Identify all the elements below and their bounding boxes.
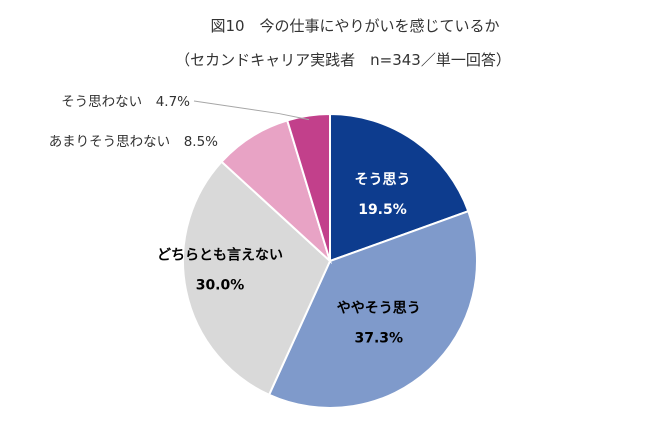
- pie-slice: [285, 112, 331, 262]
- slice-value-label: 8.5%: [184, 134, 218, 150]
- slice-value-label: 30.0%: [196, 278, 245, 294]
- chart-subtitle: （セカンドキャリア実践者 n=343／単一回答）: [175, 51, 511, 69]
- slice-outside-label: あまりそう思わない 8.5%: [49, 134, 218, 150]
- slice-category-label: あまりそう思わない: [49, 134, 184, 150]
- chart-title: 図10 今の仕事にやりがいを感じているか: [210, 17, 499, 35]
- pie-slice: [329, 112, 470, 263]
- slice-value-label: 37.3%: [355, 331, 404, 347]
- pie-slices: [182, 112, 478, 409]
- slice-value-label: 19.5%: [358, 202, 407, 218]
- slice-category-label: そう思う: [355, 172, 411, 188]
- slice-category-label: ややそう思う: [337, 301, 421, 317]
- slice-value-label: 4.7%: [156, 94, 190, 110]
- leader-line: [193, 100, 310, 121]
- slice-category-label: そう思わない: [61, 94, 156, 110]
- pie-slice: [267, 209, 478, 409]
- slice-outside-label: そう思わない 4.7%: [61, 94, 190, 110]
- pie-labels: そう思う 19.5% ややそう思う 37.3% どちらとも言えない 30.0% あまりそう思…: [49, 94, 421, 347]
- pie-slice: [182, 160, 332, 397]
- slice-category-label: どちらとも言えない: [157, 247, 283, 264]
